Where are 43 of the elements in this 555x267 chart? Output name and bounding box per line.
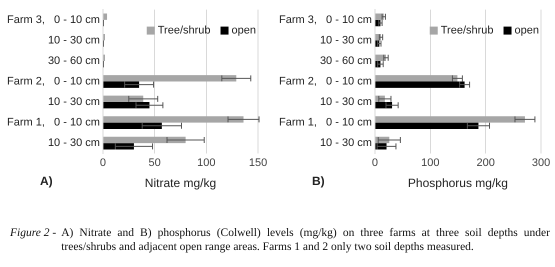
bar bbox=[103, 14, 108, 20]
x-tick-label: 150 bbox=[248, 157, 268, 170]
x-tick-label: 50 bbox=[148, 157, 161, 170]
y-tick-label: 30 - 60 cm bbox=[48, 54, 100, 67]
caption: Figure 2 - bbox=[10, 226, 56, 241]
bar bbox=[103, 96, 144, 102]
y-tick-label: 30 - 60 cm bbox=[320, 54, 372, 67]
x-tick-label: 100 bbox=[197, 157, 216, 170]
y-tick-label: Farm 2, 0 - 10 cm bbox=[6, 76, 100, 88]
bar bbox=[103, 122, 162, 129]
x-axis-title: Phosphorus mg/kg bbox=[408, 176, 508, 190]
bar bbox=[375, 116, 525, 123]
y-tick-label: 10 - 30 cm bbox=[320, 96, 372, 108]
y-tick-label: 10 - 30 cm bbox=[320, 137, 372, 150]
bar bbox=[103, 116, 244, 123]
x-tick-label: 100 bbox=[421, 157, 440, 170]
bar bbox=[375, 122, 478, 129]
text: B) bbox=[312, 174, 325, 188]
y-tick-label: 10 - 30 cm bbox=[48, 34, 100, 46]
bar bbox=[103, 82, 140, 88]
x-tick-label: 300 bbox=[532, 157, 550, 170]
bar bbox=[375, 82, 465, 88]
legend-label: Tree/shrub bbox=[440, 24, 494, 37]
x-axis-title: Nitrate mg/kg bbox=[144, 176, 216, 190]
y-tick-label: 10 - 30 cm bbox=[320, 34, 372, 46]
text: A) Nitrate and B) phosphorus (Colwell) levels (mg/kg) on three farms at three soil depths under trees/shrubs and adjacent open range areas. Farms 1 and 2 only two soil depths measured. bbox=[61, 226, 550, 254]
y-tick-label: Farm 3, 0 - 10 cm bbox=[278, 14, 372, 26]
y-tick-label: Farm 1, 0 - 10 cm bbox=[278, 116, 372, 129]
x-tick-label: 0 bbox=[372, 157, 378, 170]
bar bbox=[103, 102, 150, 108]
bar bbox=[375, 75, 458, 82]
x-tick-label: 200 bbox=[476, 157, 495, 170]
y-tick-label: 10 - 30 cm bbox=[48, 96, 100, 108]
legend-label: Tree/shrub bbox=[158, 24, 211, 37]
text: A) bbox=[40, 174, 53, 188]
bar bbox=[103, 75, 236, 82]
legend-label: open bbox=[232, 24, 256, 37]
y-tick-label: 10 - 30 cm bbox=[48, 137, 100, 150]
y-tick-label: Farm 1, 0 - 10 cm bbox=[6, 116, 100, 129]
x-tick-label: 0 bbox=[100, 157, 106, 170]
y-tick-label: Farm 2, 0 - 10 cm bbox=[278, 76, 372, 88]
legend-label: open bbox=[514, 24, 540, 37]
y-tick-label: Farm 3, 0 - 10 cm bbox=[6, 14, 100, 26]
